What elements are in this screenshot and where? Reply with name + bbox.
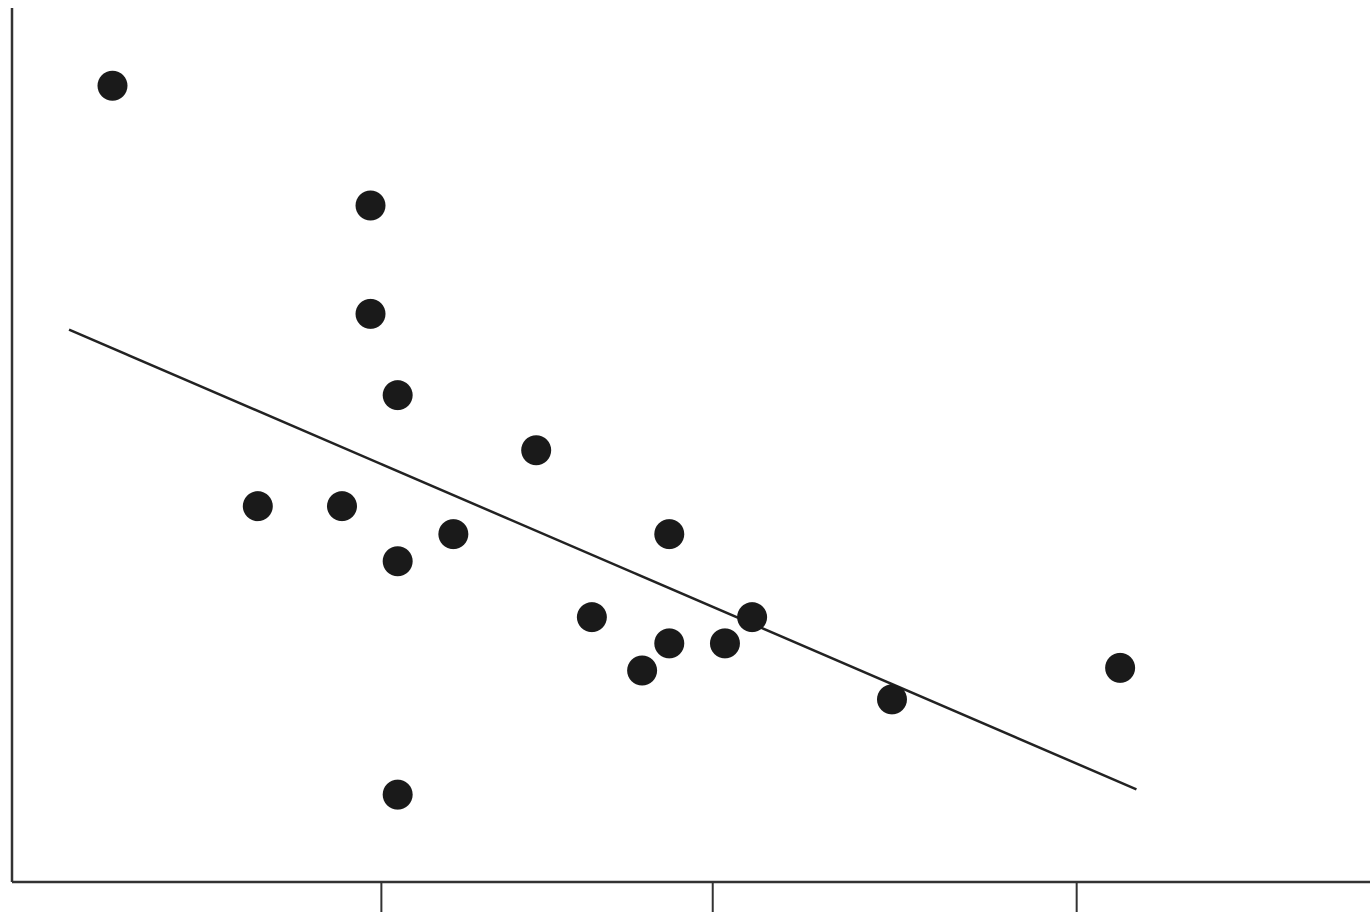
data-point-3 (355, 298, 386, 329)
data-point-11 (576, 602, 607, 633)
data-point-12 (737, 602, 768, 633)
data-point-8 (438, 519, 469, 550)
data-point-7 (326, 491, 357, 522)
points-layer (97, 70, 1136, 810)
data-point-16 (876, 684, 907, 715)
data-point-4 (382, 380, 413, 411)
data-point-13 (654, 628, 685, 659)
data-point-9 (382, 546, 413, 577)
trendline (68, 328, 1137, 791)
data-point-5 (521, 435, 552, 466)
data-point-10 (654, 519, 685, 550)
data-point-6 (242, 491, 273, 522)
data-point-15 (627, 655, 658, 686)
data-point-18 (382, 779, 413, 810)
data-point-1 (97, 70, 128, 101)
data-point-17 (1105, 652, 1136, 683)
data-point-14 (709, 628, 740, 659)
trendline-layer (68, 328, 1137, 791)
axes (10, 8, 1370, 912)
data-point-2 (355, 190, 386, 221)
